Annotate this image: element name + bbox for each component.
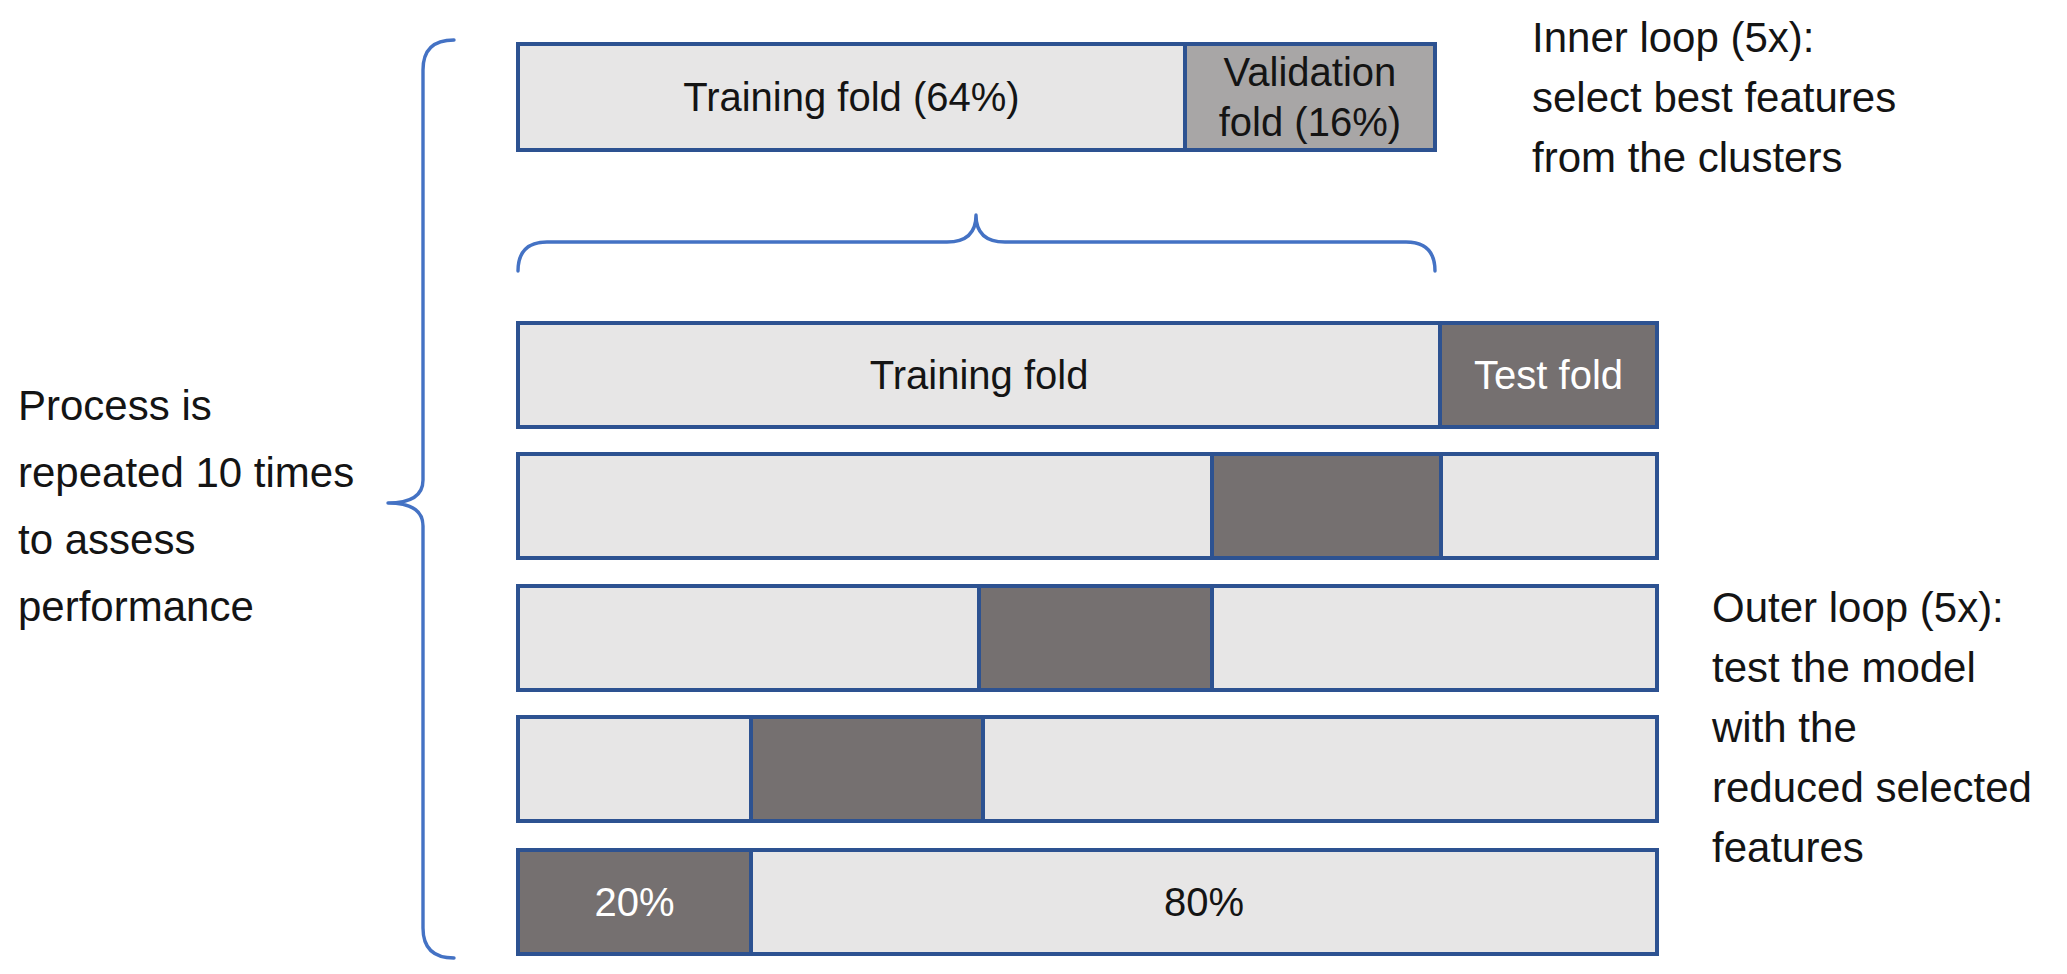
outer-fold-4-segment-2 <box>749 719 981 819</box>
outer-fold-1-segment-1: Training fold <box>520 325 1438 425</box>
outer-loop-annotation-line: features <box>1712 818 2032 878</box>
inner-loop-bar: Training fold (64%) Validation fold (16%) <box>516 42 1437 152</box>
inner-loop-annotation-line: Inner loop (5x): <box>1532 8 1896 68</box>
top-curly-brace <box>516 205 1437 277</box>
left-annotation-line: repeated 10 times <box>18 439 354 506</box>
left-annotation-line: performance <box>18 573 354 640</box>
outer-fold-1-segment-1-label: Training fold <box>870 350 1089 400</box>
outer-fold-5-segment-1: 20% <box>520 852 749 952</box>
outer-fold-3-segment-3 <box>1210 588 1655 688</box>
outer-fold-1-bar: Training fold Test fold <box>516 321 1659 429</box>
outer-loop-annotation-line: reduced selected <box>1712 758 2032 818</box>
inner-loop-bar-segment-2: Validation fold (16%) <box>1183 46 1433 148</box>
left-annotation-line: to assess <box>18 506 354 573</box>
outer-fold-5-segment-2-label: 80% <box>1164 877 1244 927</box>
outer-fold-2-segment-3 <box>1439 456 1655 556</box>
outer-fold-1-segment-2: Test fold <box>1438 325 1655 425</box>
outer-loop-annotation-line: with the <box>1712 698 2032 758</box>
inner-loop-bar-segment-1-label: Training fold (64%) <box>683 72 1019 122</box>
outer-loop-annotation-line: test the model <box>1712 638 2032 698</box>
inner-loop-bar-segment-2-label: Validation fold (16%) <box>1219 47 1401 147</box>
outer-loop-annotation: Outer loop (5x): test the model with the… <box>1712 578 2032 878</box>
outer-fold-4-segment-1 <box>520 719 749 819</box>
outer-fold-5-bar: 20% 80% <box>516 848 1659 956</box>
nested-cross-validation-diagram: Process is repeated 10 times to assess p… <box>0 0 2067 974</box>
left-annotation-line: Process is <box>18 372 354 439</box>
left-annotation: Process is repeated 10 times to assess p… <box>18 372 354 640</box>
outer-fold-5-segment-1-label: 20% <box>595 877 675 927</box>
inner-loop-annotation-line: from the clusters <box>1532 128 1896 188</box>
outer-fold-3-segment-1 <box>520 588 977 688</box>
inner-loop-annotation: Inner loop (5x): select best features fr… <box>1532 8 1896 188</box>
outer-fold-2-segment-2 <box>1210 456 1439 556</box>
outer-fold-4-segment-3 <box>981 719 1655 819</box>
outer-fold-4-bar <box>516 715 1659 823</box>
outer-fold-3-bar <box>516 584 1659 692</box>
outer-fold-5-segment-2: 80% <box>749 852 1655 952</box>
outer-fold-2-bar <box>516 452 1659 560</box>
outer-fold-2-segment-1 <box>520 456 1210 556</box>
outer-fold-3-segment-2 <box>977 588 1210 688</box>
left-curly-brace <box>378 30 468 974</box>
inner-loop-annotation-line: select best features <box>1532 68 1896 128</box>
inner-loop-bar-segment-1: Training fold (64%) <box>520 46 1183 148</box>
outer-loop-annotation-line: Outer loop (5x): <box>1712 578 2032 638</box>
outer-fold-1-segment-2-label: Test fold <box>1474 350 1623 400</box>
